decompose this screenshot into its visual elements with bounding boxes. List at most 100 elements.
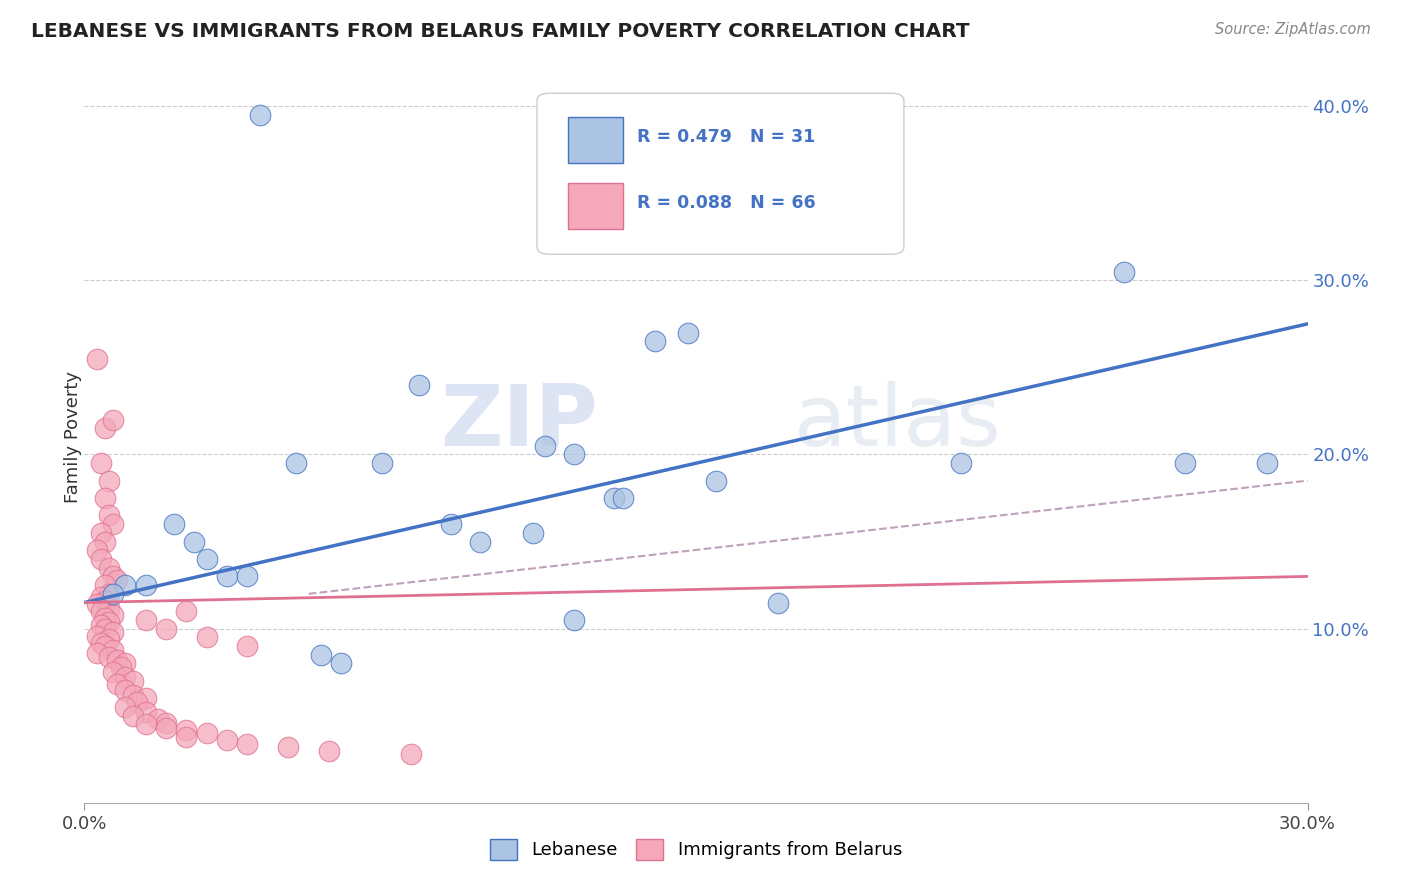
Point [90, 552, 112, 566]
Point [399, 747, 422, 761]
Legend: Lebanese, Immigrants from Belarus: Lebanese, Immigrants from Belarus [482, 831, 910, 867]
Point [309, 648, 332, 662]
Point [155, 721, 177, 735]
Point [93, 639, 115, 653]
Point [1114, 265, 1136, 279]
Point [706, 474, 728, 488]
Point [90, 456, 112, 470]
Text: R = 0.088   N = 66: R = 0.088 N = 66 [637, 194, 815, 212]
Text: ZIP: ZIP [440, 381, 598, 464]
Point [90, 618, 112, 632]
Point [101, 587, 124, 601]
Point [562, 448, 585, 462]
Point [122, 673, 145, 688]
Point [249, 108, 271, 122]
Text: LEBANESE VS IMMIGRANTS FROM BELARUS FAMILY POVERTY CORRELATION CHART: LEBANESE VS IMMIGRANTS FROM BELARUS FAMI… [31, 22, 970, 41]
Point [93, 611, 115, 625]
Point [155, 715, 177, 730]
Point [174, 723, 197, 737]
Point [950, 456, 973, 470]
Point [174, 730, 197, 744]
Point [101, 665, 124, 680]
Point [97, 600, 120, 615]
Point [86, 629, 108, 643]
Point [101, 625, 124, 640]
Point [93, 491, 115, 505]
FancyBboxPatch shape [568, 183, 623, 228]
Point [562, 613, 585, 627]
Point [101, 569, 124, 583]
Point [86, 351, 108, 366]
Point [114, 670, 136, 684]
Point [195, 726, 218, 740]
Text: atlas: atlas [794, 381, 1002, 464]
Point [114, 578, 136, 592]
Point [603, 491, 626, 505]
Point [86, 597, 108, 611]
Point [93, 534, 115, 549]
Point [236, 569, 259, 583]
Point [105, 677, 128, 691]
Point [97, 649, 120, 664]
Point [236, 737, 259, 751]
Point [90, 525, 112, 540]
Point [440, 517, 463, 532]
Point [217, 569, 239, 583]
Point [90, 604, 112, 618]
Point [93, 578, 115, 592]
Point [371, 456, 394, 470]
Point [330, 657, 353, 671]
FancyBboxPatch shape [568, 118, 623, 163]
Point [90, 635, 112, 649]
Point [195, 552, 218, 566]
Point [534, 439, 557, 453]
Point [101, 412, 124, 426]
Point [766, 595, 789, 609]
Point [468, 534, 491, 549]
Point [135, 717, 157, 731]
Point [174, 604, 197, 618]
Point [101, 642, 124, 657]
Point [135, 578, 157, 592]
Point [114, 657, 136, 671]
Point [101, 607, 124, 622]
Point [676, 326, 699, 340]
Point [114, 682, 136, 697]
Y-axis label: Family Poverty: Family Poverty [65, 371, 82, 503]
Point [93, 421, 115, 435]
Point [114, 700, 136, 714]
Point [93, 622, 115, 636]
Point [97, 474, 120, 488]
Point [97, 560, 120, 574]
Point [135, 691, 157, 706]
Point [86, 543, 108, 558]
Point [183, 534, 205, 549]
Point [86, 646, 108, 660]
Point [135, 613, 157, 627]
Point [408, 377, 430, 392]
Point [612, 491, 634, 505]
Point [93, 594, 115, 608]
Point [135, 705, 157, 719]
Point [122, 708, 145, 723]
Point [155, 622, 177, 636]
Point [101, 517, 124, 532]
Text: R = 0.479   N = 31: R = 0.479 N = 31 [637, 128, 815, 146]
Point [97, 587, 120, 601]
Point [318, 743, 340, 757]
Point [105, 653, 128, 667]
Point [217, 733, 239, 747]
Point [122, 688, 145, 702]
FancyBboxPatch shape [537, 94, 904, 254]
Point [285, 456, 308, 470]
Point [90, 591, 112, 605]
Point [146, 712, 169, 726]
Point [127, 695, 149, 709]
Point [97, 632, 120, 646]
Point [97, 508, 120, 523]
Point [163, 517, 186, 532]
Point [97, 615, 120, 629]
Point [1256, 456, 1278, 470]
Point [522, 525, 544, 540]
Point [644, 334, 666, 349]
